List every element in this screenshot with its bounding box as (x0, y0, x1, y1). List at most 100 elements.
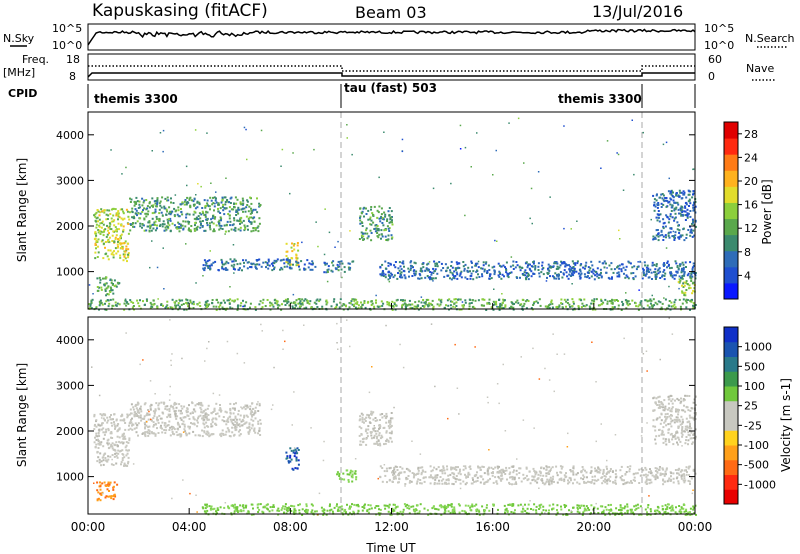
heatmap-cell (247, 210, 250, 213)
heatmap-cell (475, 503, 478, 506)
heatmap-cell (391, 305, 394, 307)
heatmap-cell (239, 226, 242, 229)
heatmap-cell (379, 266, 382, 269)
heatmap-cell (434, 474, 437, 477)
heatmap-cell (473, 504, 476, 507)
heatmap-cell (378, 427, 380, 430)
heatmap-cell (483, 268, 486, 271)
heatmap-cell (292, 449, 295, 452)
heatmap-cell (183, 428, 186, 431)
heatmap-cell (660, 193, 663, 196)
heatmap-cell (97, 491, 100, 494)
heatmap-cell (335, 306, 338, 308)
heatmap-cell (614, 481, 617, 484)
heatmap-cell (362, 239, 365, 241)
heatmap-cell (668, 285, 670, 288)
heatmap-cell (662, 270, 665, 273)
heatmap-cell (247, 261, 250, 264)
heatmap-cell (420, 277, 423, 280)
heatmap-cell (688, 480, 691, 483)
heatmap-cell (678, 505, 681, 507)
heatmap-cell (111, 234, 114, 237)
heatmap-cell (117, 228, 120, 231)
heatmap-cell (106, 218, 109, 220)
heatmap-cell (188, 427, 191, 430)
heatmap-cell (531, 475, 534, 478)
heatmap-cell (396, 511, 399, 514)
heatmap-cell (233, 272, 235, 274)
heatmap-cell (116, 281, 119, 284)
heatmap-cell (144, 426, 147, 429)
heatmap-cell (438, 298, 440, 301)
heatmap-cell (451, 272, 454, 275)
heatmap-cell (117, 212, 120, 215)
heatmap-cell (387, 506, 390, 509)
heatmap-cell (379, 217, 382, 220)
heatmap-cell (509, 265, 512, 268)
heatmap-cell (548, 470, 551, 473)
heatmap-cell (110, 217, 113, 220)
heatmap-cell (271, 506, 274, 508)
heatmap-cell (413, 472, 415, 475)
heatmap-cell (659, 270, 662, 273)
heatmap-cell (497, 475, 500, 478)
heatmap-cell (304, 511, 307, 513)
heatmap-cell (518, 266, 521, 269)
heatmap-cell (110, 443, 113, 446)
heatmap-cell (590, 302, 593, 305)
heatmap-cell (150, 431, 153, 434)
heatmap-cell (678, 298, 681, 301)
heatmap-cell (177, 221, 180, 224)
heatmap-cell (219, 506, 222, 509)
heatmap-cell (362, 235, 365, 238)
heatmap-cell (670, 472, 673, 475)
heatmap-cell (292, 152, 294, 154)
heatmap-cell (238, 267, 241, 270)
heatmap-cell (584, 275, 587, 278)
heatmap-cell (164, 405, 167, 408)
heatmap-cell (677, 281, 680, 283)
heatmap-cell (538, 275, 541, 278)
heatmap-cell (115, 454, 118, 457)
heatmap-cell (608, 264, 611, 267)
heatmap-cell (251, 415, 254, 418)
heatmap-cell (111, 442, 114, 445)
heatmap-cell (379, 512, 382, 515)
heatmap-cell (161, 223, 164, 226)
heatmap-cell (439, 476, 442, 478)
heatmap-cell (164, 197, 167, 200)
heatmap-cell (204, 512, 207, 515)
heatmap-cell (248, 216, 251, 219)
heatmap-cell (342, 303, 345, 305)
heatmap-cell (439, 303, 442, 306)
heatmap-cell (659, 234, 662, 237)
heatmap-cell (362, 207, 365, 210)
heatmap-cell (548, 483, 551, 486)
heatmap-cell (464, 483, 467, 486)
heatmap-cell (133, 217, 136, 220)
heatmap-cell (357, 307, 360, 310)
heatmap-cell (242, 203, 244, 206)
heatmap-cell (594, 470, 597, 473)
heatmap-cell (189, 196, 192, 199)
heatmap-cell (358, 434, 361, 437)
heatmap-cell (591, 264, 594, 267)
heatmap-cell (404, 483, 407, 485)
heatmap-cell (294, 512, 297, 515)
heatmap-cell (388, 301, 391, 304)
heatmap-cell (553, 261, 556, 264)
heatmap-cell (151, 217, 154, 220)
heatmap-cell (549, 266, 552, 269)
heatmap-cell (359, 216, 361, 219)
heatmap-cell (105, 252, 108, 255)
heatmap-cell (661, 233, 664, 236)
heatmap-cell (204, 214, 207, 217)
heatmap-cell (224, 233, 226, 235)
heatmap-cell (381, 413, 384, 415)
heatmap-cell (370, 219, 373, 222)
heatmap-cell (375, 432, 378, 435)
heatmap-cell (252, 208, 255, 211)
heatmap-cell (187, 425, 190, 428)
heatmap-cell (141, 210, 144, 213)
heatmap-cell (451, 466, 454, 469)
